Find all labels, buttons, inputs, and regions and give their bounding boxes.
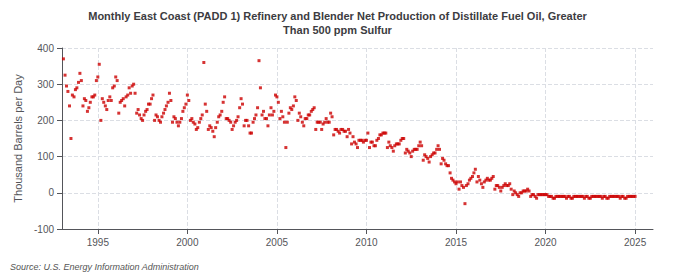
svg-text:2005: 2005 (266, 237, 289, 248)
svg-text:2025: 2025 (624, 237, 647, 248)
svg-text:Than 500 ppm Sulfur: Than 500 ppm Sulfur (283, 24, 393, 36)
svg-text:2020: 2020 (534, 237, 557, 248)
svg-text:-100: -100 (34, 224, 54, 235)
svg-text:300: 300 (37, 79, 54, 90)
svg-text:100: 100 (37, 151, 54, 162)
svg-text:0: 0 (48, 187, 54, 198)
svg-text:200: 200 (37, 115, 54, 126)
svg-text:400: 400 (37, 43, 54, 54)
svg-text:Source: U.S. Energy Informatio: Source: U.S. Energy Information Administ… (10, 262, 199, 272)
svg-text:1995: 1995 (87, 237, 110, 248)
svg-text:2010: 2010 (355, 237, 378, 248)
svg-text:Monthly East Coast (PADD 1) Re: Monthly East Coast (PADD 1) Refinery and… (88, 10, 587, 22)
svg-text:2015: 2015 (445, 237, 468, 248)
svg-text:Thousand Barrels per Day: Thousand Barrels per Day (12, 74, 24, 203)
svg-text:2000: 2000 (176, 237, 199, 248)
